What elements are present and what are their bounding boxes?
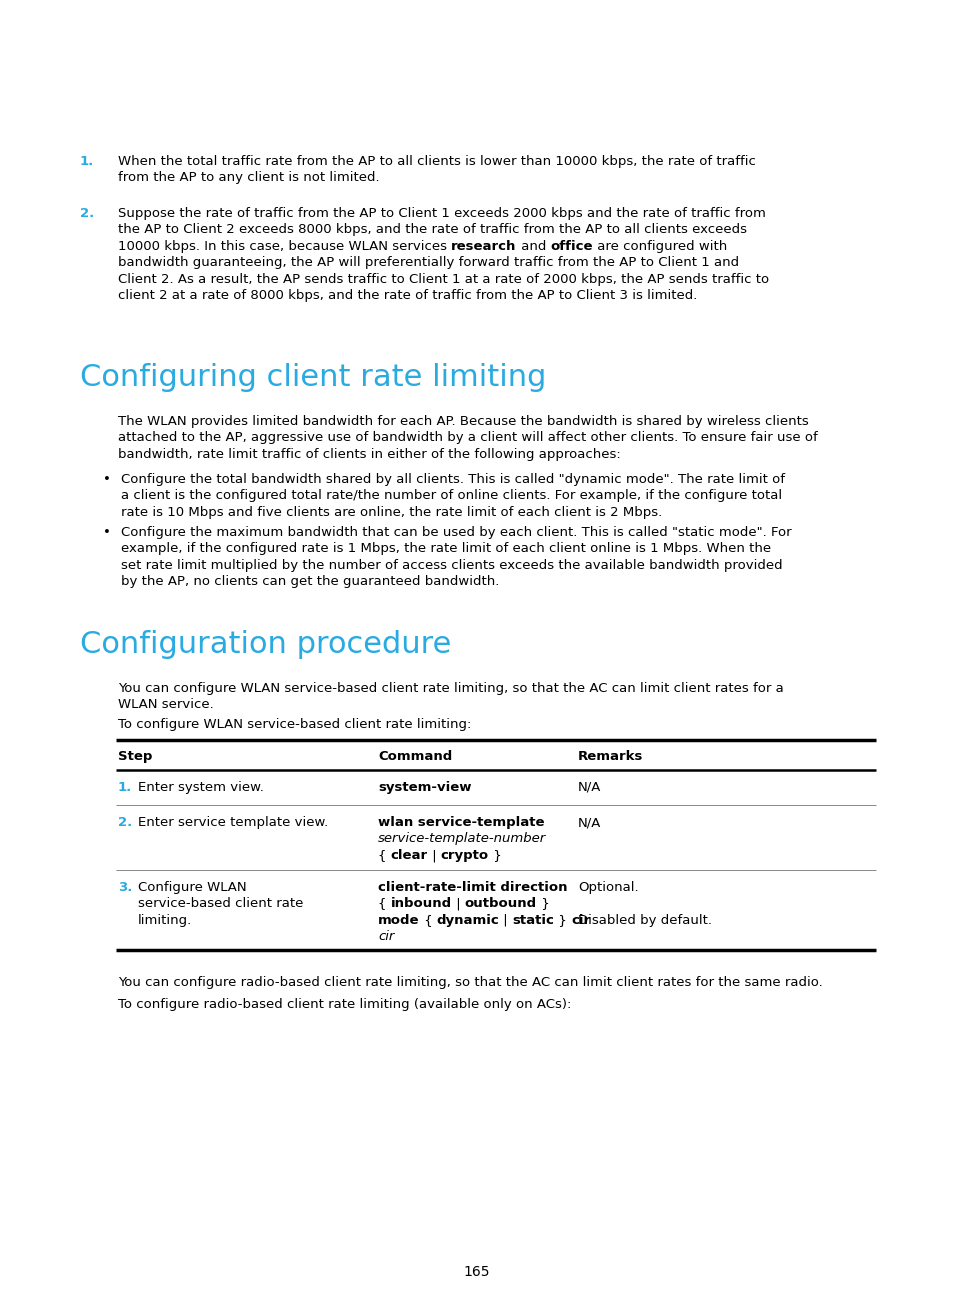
Text: by the AP, no clients can get the guaranteed bandwidth.: by the AP, no clients can get the guaran… (121, 575, 498, 588)
Text: {: { (377, 898, 391, 911)
Text: |: | (428, 849, 440, 862)
Text: Configure the total bandwidth shared by all clients. This is called "dynamic mod: Configure the total bandwidth shared by … (121, 473, 784, 486)
Text: a client is the configured total rate/the number of online clients. For example,: a client is the configured total rate/th… (121, 490, 781, 503)
Text: Remarks: Remarks (578, 750, 642, 763)
Text: Suppose the rate of traffic from the AP to Client 1 exceeds 2000 kbps and the ra: Suppose the rate of traffic from the AP … (118, 207, 765, 220)
Text: Configuring client rate limiting: Configuring client rate limiting (80, 363, 546, 391)
Text: You can configure radio-based client rate limiting, so that the AC can limit cli: You can configure radio-based client rat… (118, 976, 821, 989)
Text: example, if the configured rate is 1 Mbps, the rate limit of each client online : example, if the configured rate is 1 Mbp… (121, 543, 770, 556)
Text: Step: Step (118, 750, 152, 763)
Text: clear: clear (391, 849, 428, 862)
Text: limiting.: limiting. (138, 914, 193, 927)
Text: research: research (451, 240, 517, 253)
Text: Optional.: Optional. (578, 881, 638, 894)
Text: Command: Command (377, 750, 452, 763)
Text: cir: cir (377, 931, 394, 943)
Text: •: • (103, 473, 111, 486)
Text: crypto: crypto (440, 849, 488, 862)
Text: attached to the AP, aggressive use of bandwidth by a client will affect other cl: attached to the AP, aggressive use of ba… (118, 432, 817, 445)
Text: service-based client rate: service-based client rate (138, 898, 303, 911)
Text: bandwidth, rate limit traffic of clients in either of the following approaches:: bandwidth, rate limit traffic of clients… (118, 448, 620, 461)
Text: You can configure WLAN service-based client rate limiting, so that the AC can li: You can configure WLAN service-based cli… (118, 682, 783, 695)
Text: system-view: system-view (377, 781, 471, 794)
Text: Enter service template view.: Enter service template view. (138, 816, 328, 829)
Text: N/A: N/A (578, 781, 600, 794)
Text: client-rate-limit direction: client-rate-limit direction (377, 881, 567, 894)
Text: WLAN service.: WLAN service. (118, 699, 213, 712)
Text: the AP to Client 2 exceeds 8000 kbps, and the rate of traffic from the AP to all: the AP to Client 2 exceeds 8000 kbps, an… (118, 223, 746, 236)
Text: rate is 10 Mbps and five clients are online, the rate limit of each client is 2 : rate is 10 Mbps and five clients are onl… (121, 505, 661, 518)
Text: service-template-number: service-template-number (377, 832, 546, 845)
Text: The WLAN provides limited bandwidth for each AP. Because the bandwidth is shared: The WLAN provides limited bandwidth for … (118, 415, 808, 428)
Text: Enter system view.: Enter system view. (138, 781, 264, 794)
Text: To configure WLAN service-based client rate limiting:: To configure WLAN service-based client r… (118, 718, 471, 731)
Text: dynamic: dynamic (436, 914, 498, 927)
Text: 1.: 1. (118, 781, 132, 794)
Text: When the total traffic rate from the AP to all clients is lower than 10000 kbps,: When the total traffic rate from the AP … (118, 156, 755, 168)
Text: are configured with: are configured with (592, 240, 726, 253)
Text: }: } (488, 849, 501, 862)
Text: N/A: N/A (578, 816, 600, 829)
Text: |: | (498, 914, 512, 927)
Text: 3.: 3. (118, 881, 132, 894)
Text: set rate limit multiplied by the number of access clients exceeds the available : set rate limit multiplied by the number … (121, 559, 781, 572)
Text: Configure WLAN: Configure WLAN (138, 881, 247, 894)
Text: Client 2. As a result, the AP sends traffic to Client 1 at a rate of 2000 kbps, : Client 2. As a result, the AP sends traf… (118, 273, 768, 286)
Text: inbound: inbound (391, 898, 452, 911)
Text: |: | (452, 898, 464, 911)
Text: and: and (517, 240, 550, 253)
Text: office: office (550, 240, 592, 253)
Text: client 2 at a rate of 8000 kbps, and the rate of traffic from the AP to Client 3: client 2 at a rate of 8000 kbps, and the… (118, 289, 697, 302)
Text: 2.: 2. (80, 207, 94, 220)
Text: {: { (377, 849, 391, 862)
Text: Configure the maximum bandwidth that can be used by each client. This is called : Configure the maximum bandwidth that can… (121, 526, 791, 539)
Text: 10000 kbps. In this case, because WLAN services: 10000 kbps. In this case, because WLAN s… (118, 240, 451, 253)
Text: {: { (419, 914, 436, 927)
Text: 1.: 1. (80, 156, 94, 168)
Text: from the AP to any client is not limited.: from the AP to any client is not limited… (118, 171, 379, 184)
Text: mode: mode (377, 914, 419, 927)
Text: static: static (512, 914, 554, 927)
Text: 165: 165 (463, 1265, 490, 1279)
Text: To configure radio-based client rate limiting (available only on ACs):: To configure radio-based client rate lim… (118, 998, 571, 1011)
Text: outbound: outbound (464, 898, 537, 911)
Text: bandwidth guaranteeing, the AP will preferentially forward traffic from the AP t: bandwidth guaranteeing, the AP will pref… (118, 257, 739, 270)
Text: Disabled by default.: Disabled by default. (578, 914, 711, 927)
Text: wlan service-template: wlan service-template (377, 816, 544, 829)
Text: 2.: 2. (118, 816, 132, 829)
Text: }: } (554, 914, 571, 927)
Text: Configuration procedure: Configuration procedure (80, 630, 451, 658)
Text: }: } (537, 898, 549, 911)
Text: •: • (103, 526, 111, 539)
Text: cir: cir (571, 914, 590, 927)
